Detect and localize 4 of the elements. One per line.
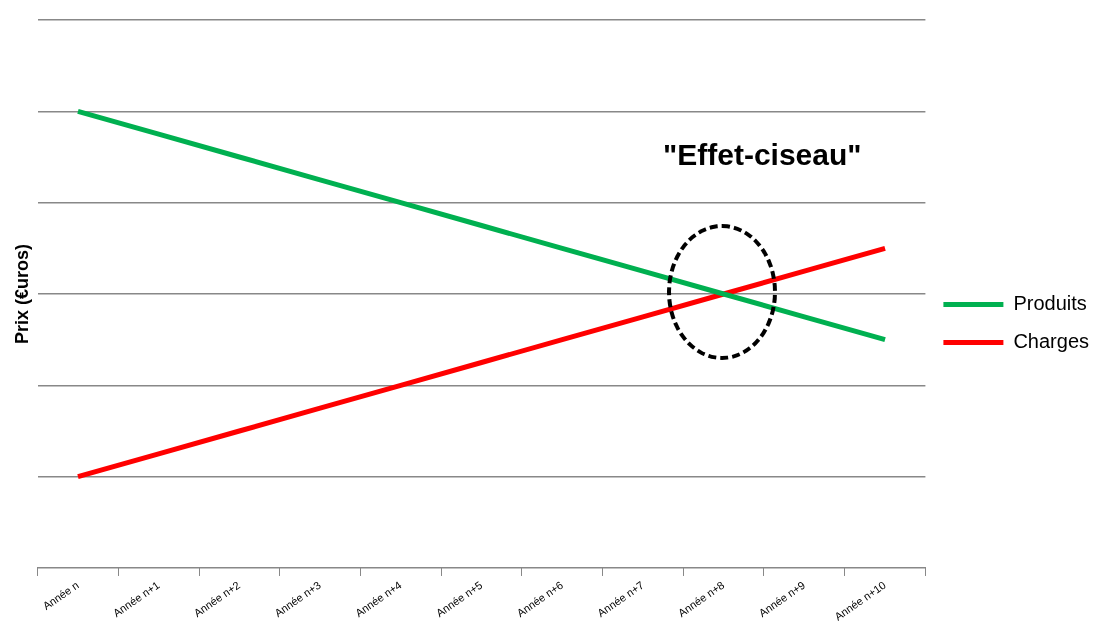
- legend-label: Charges: [1013, 330, 1090, 353]
- legend-label: Produits: [1013, 292, 1087, 315]
- annotation: "Effet-ciseau": [663, 138, 862, 172]
- y-axis-title: Prix (€uros): [11, 243, 32, 345]
